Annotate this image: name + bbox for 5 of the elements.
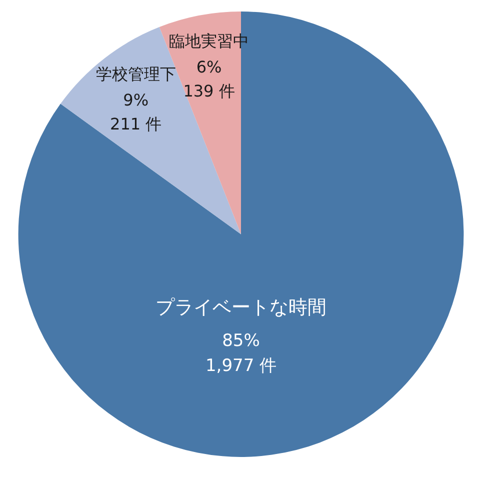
slice-label: プライベートな時間: [156, 296, 326, 318]
data-label: 9% 211 件: [110, 90, 162, 134]
data-label: 6% 139 件: [183, 57, 235, 100]
slice-label: 学校管理下: [96, 64, 176, 84]
data-label: 85% 1,977 件: [205, 330, 277, 376]
